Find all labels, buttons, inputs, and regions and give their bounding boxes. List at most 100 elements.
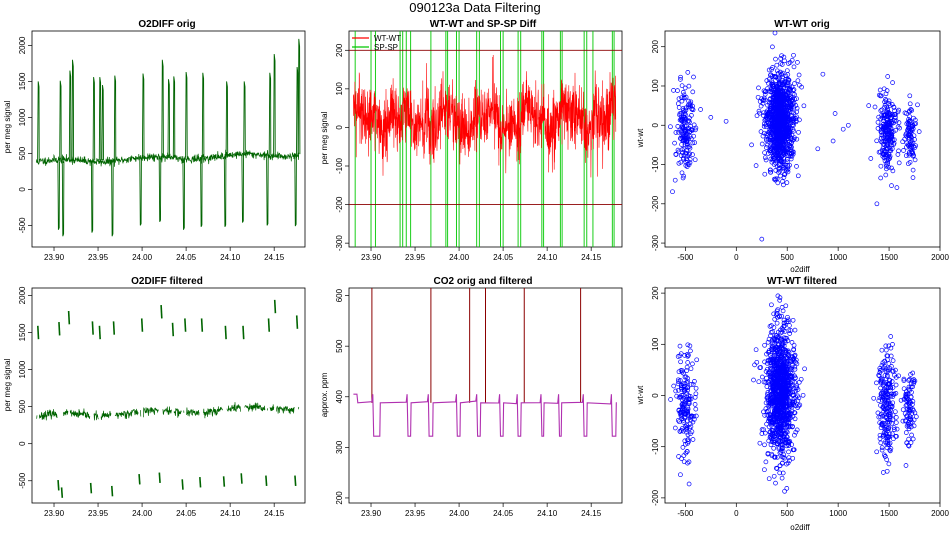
scatter-point: [882, 387, 888, 393]
scatter-point: [690, 140, 696, 146]
scatter-point: [766, 380, 771, 385]
scatter-point: [772, 316, 778, 322]
y-tick-label: 100: [335, 82, 344, 96]
scatter-point: [886, 361, 892, 366]
co2-filtered-line: [353, 393, 617, 437]
scatter-point: [889, 431, 895, 437]
scatter-point: [790, 118, 796, 123]
scatter-point: [879, 447, 885, 453]
spike-mark: [266, 155, 269, 226]
scatter-point: [883, 414, 889, 419]
scatter-point: [690, 437, 696, 442]
scatter-point: [791, 87, 797, 92]
scatter-point: [879, 393, 884, 399]
scatter-point: [910, 406, 915, 412]
high-segment: [67, 310, 71, 325]
scatter-point: [793, 119, 799, 125]
scatter-point: [761, 97, 766, 103]
scatter-point: [878, 378, 884, 384]
scatter-point: [901, 378, 907, 383]
scatter-point: [693, 385, 699, 391]
scatter-point: [685, 360, 691, 365]
x-tick-label: 1000: [829, 253, 847, 262]
low-segment: [57, 479, 60, 491]
x-tick-label: 24.15: [581, 509, 602, 518]
scatter-point: [770, 344, 775, 350]
plot-marks: [668, 293, 919, 494]
scatter-point: [886, 154, 892, 160]
scatter-point: [681, 383, 687, 389]
scatter-point: [878, 175, 884, 181]
scatter-point: [878, 129, 884, 135]
scatter-point: [786, 77, 792, 83]
spike-mark: [167, 79, 171, 159]
scatter-point: [770, 367, 776, 373]
scatter-point: [779, 153, 785, 159]
scatter-point: [781, 115, 787, 121]
scatter-point: [881, 432, 886, 438]
spike-mark: [268, 72, 272, 156]
high-segment: [224, 325, 227, 340]
scatter-point: [780, 179, 785, 184]
scatter-point: [909, 411, 915, 416]
scatter-point: [890, 358, 896, 363]
spike-mark: [225, 81, 229, 157]
scatter-point: [784, 404, 790, 409]
scatter-point: [771, 112, 777, 117]
scatter-point: [795, 405, 801, 410]
scatter-point: [792, 373, 797, 379]
scatter-point: [779, 136, 785, 142]
scatter-point: [880, 153, 886, 159]
scatter-point: [886, 101, 892, 106]
scatter-point: [892, 114, 898, 120]
scatter-point: [763, 89, 769, 94]
scatter-point: [878, 108, 884, 114]
scatter-point: [691, 122, 697, 128]
scatter-point: [792, 364, 798, 370]
scatter-point: [766, 129, 772, 135]
scatter-point: [907, 93, 913, 99]
x-tick-label: 23.90: [361, 509, 382, 518]
x-tick-label: 1500: [880, 253, 898, 262]
scatter-point: [692, 394, 698, 400]
high-segment: [242, 325, 245, 340]
y-tick-label: -200: [651, 489, 660, 506]
scatter-point: [893, 415, 899, 420]
scatter-point: [879, 130, 884, 135]
scatter-point: [779, 313, 784, 319]
scatter-point: [689, 113, 694, 118]
scatter-point: [757, 440, 763, 446]
scatter-point: [882, 124, 887, 130]
scatter-point: [908, 394, 914, 400]
scatter-point: [678, 472, 683, 478]
scatter-point: [889, 404, 895, 410]
scatter-point: [797, 82, 802, 88]
scatter-point: [797, 402, 803, 408]
scatter-point: [880, 413, 886, 419]
scatter-point: [768, 169, 774, 175]
scatter-point: [786, 121, 792, 126]
scatter-point: [894, 185, 900, 190]
plot-frame: [31, 287, 306, 504]
scatter-point: [678, 159, 684, 165]
scatter-point: [883, 431, 889, 437]
spike-mark: [182, 157, 185, 230]
y-axis-label: approx. ppm: [320, 372, 329, 417]
scatter-point: [888, 334, 894, 339]
scatter-point: [910, 436, 916, 442]
scatter-point: [754, 359, 760, 365]
scatter-point: [891, 425, 897, 430]
scatter-point: [777, 117, 783, 122]
spike-mark: [158, 158, 162, 223]
y-tick-label: 100: [651, 79, 660, 93]
scatter-point: [765, 136, 771, 142]
x-tick-label: 2000: [931, 253, 949, 262]
scatter-point: [884, 104, 890, 110]
x-tick-label: 1000: [829, 509, 847, 518]
scatter-point: [756, 85, 761, 91]
scatter-point: [771, 88, 776, 93]
scatter-point: [884, 468, 890, 474]
y-tick-label: 0: [18, 441, 27, 446]
scatter-point: [773, 108, 779, 114]
scatter-point: [763, 124, 769, 130]
